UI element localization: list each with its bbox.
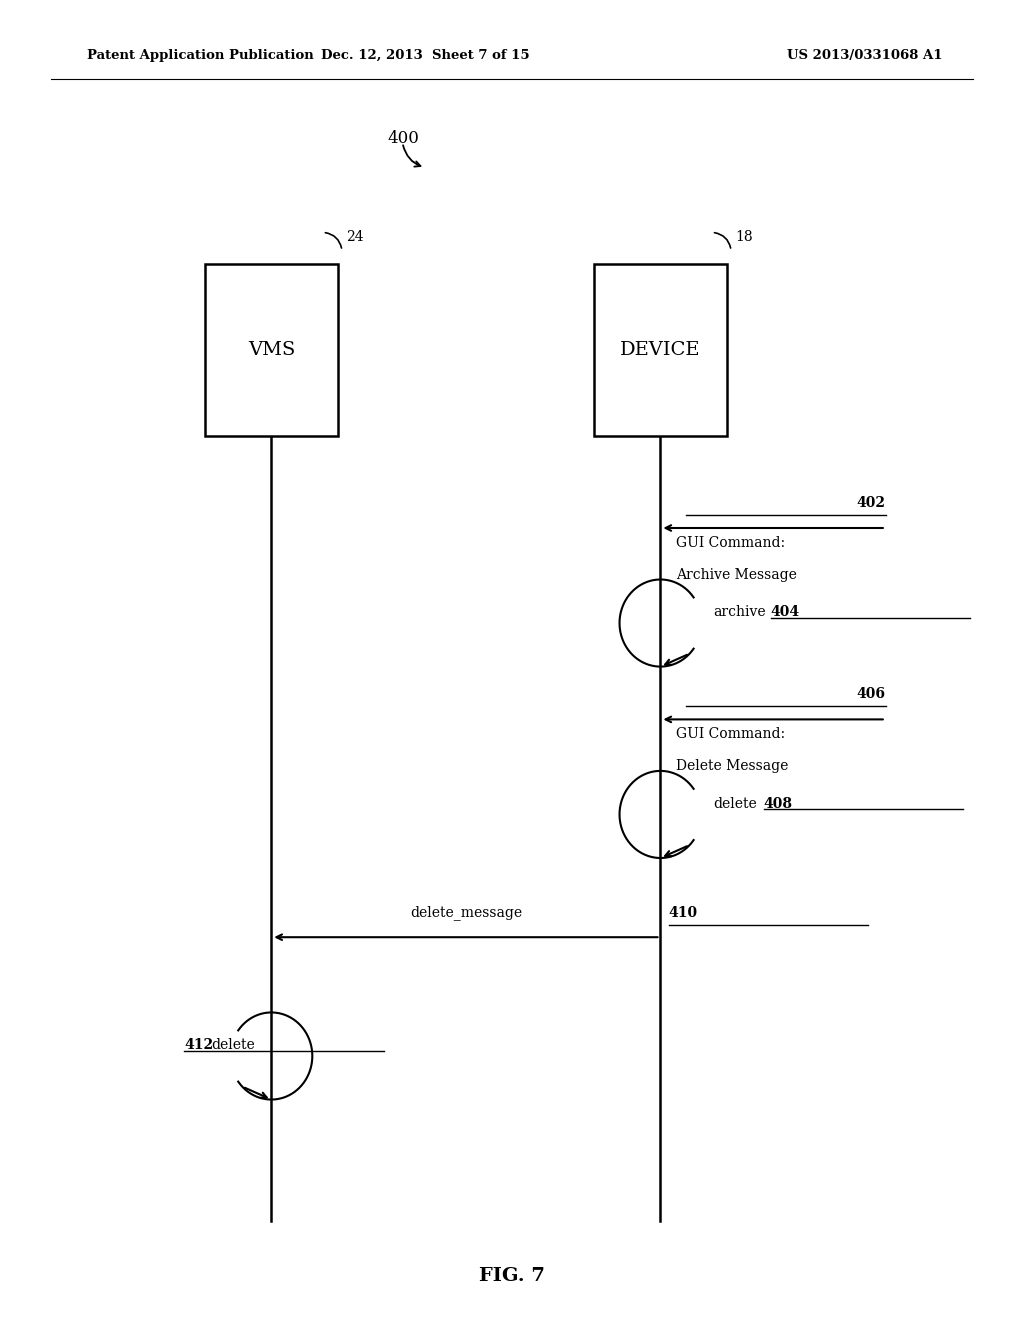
Text: VMS: VMS (248, 341, 295, 359)
Text: delete_message: delete_message (410, 906, 522, 920)
Text: delete: delete (211, 1039, 255, 1052)
Text: 24: 24 (346, 230, 364, 244)
Text: US 2013/0331068 A1: US 2013/0331068 A1 (786, 49, 942, 62)
Text: Archive Message: Archive Message (676, 568, 797, 582)
Bar (594, 264, 727, 436)
Text: delete: delete (714, 797, 758, 810)
Text: 400: 400 (387, 131, 419, 147)
Text: 402: 402 (857, 495, 886, 510)
Text: Dec. 12, 2013  Sheet 7 of 15: Dec. 12, 2013 Sheet 7 of 15 (321, 49, 529, 62)
Text: GUI Command:: GUI Command: (676, 727, 785, 742)
Text: Delete Message: Delete Message (676, 759, 788, 774)
Text: 18: 18 (735, 230, 753, 244)
Bar (205, 264, 338, 436)
Text: 412: 412 (184, 1039, 213, 1052)
Text: archive: archive (714, 606, 766, 619)
Text: 404: 404 (771, 606, 800, 619)
Text: 410: 410 (669, 906, 697, 920)
Text: 406: 406 (857, 686, 886, 701)
Text: DEVICE: DEVICE (621, 341, 700, 359)
Text: GUI Command:: GUI Command: (676, 536, 785, 550)
Text: FIG. 7: FIG. 7 (479, 1267, 545, 1286)
Text: Patent Application Publication: Patent Application Publication (87, 49, 313, 62)
Text: 408: 408 (764, 797, 793, 810)
